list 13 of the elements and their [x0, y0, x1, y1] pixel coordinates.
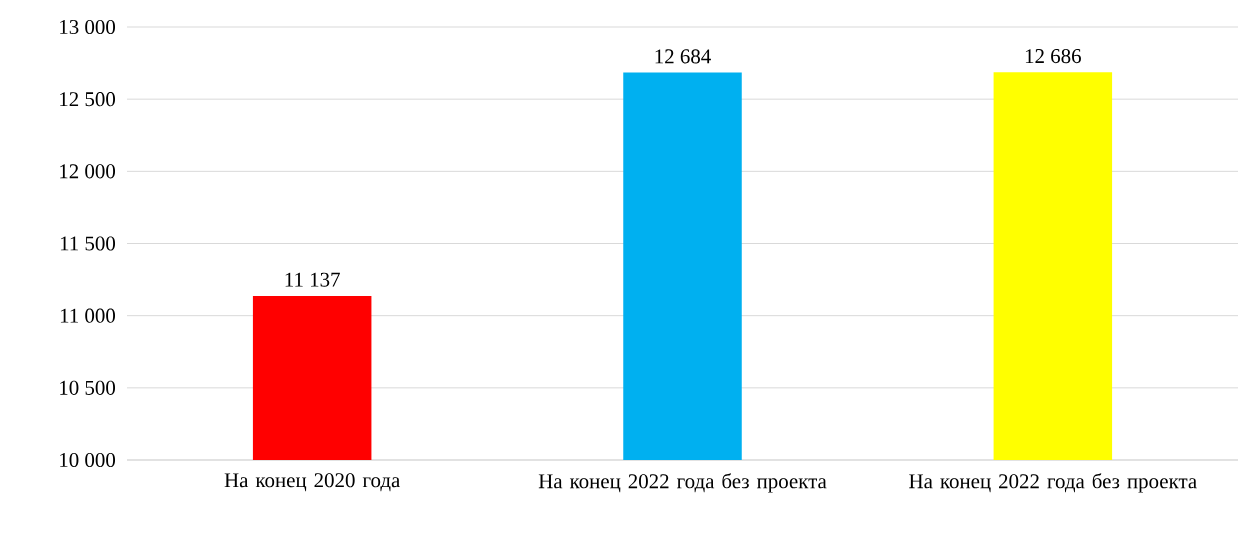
y-tick-label: 12 000 — [60, 164, 116, 179]
x-tick-label: На конец 2022 года без проекта — [909, 473, 1197, 493]
data-label: 12 684 — [655, 49, 711, 64]
y-tick-label: 12 500 — [60, 92, 116, 107]
y-tick-label: 13 000 — [60, 19, 116, 35]
data-label: 11 137 — [285, 272, 340, 287]
x-tick-label: На конец 2022 года без проекта — [538, 473, 827, 493]
x-tick-label: На конец 2020 года — [224, 473, 401, 492]
y-tick-label: 10 000 — [60, 452, 116, 468]
data-label: 12 686 — [1025, 49, 1081, 64]
y-tick-label: 11 000 — [60, 308, 116, 323]
y-tick-label: 10 500 — [60, 380, 116, 395]
y-tick-label: 11 500 — [60, 236, 116, 251]
